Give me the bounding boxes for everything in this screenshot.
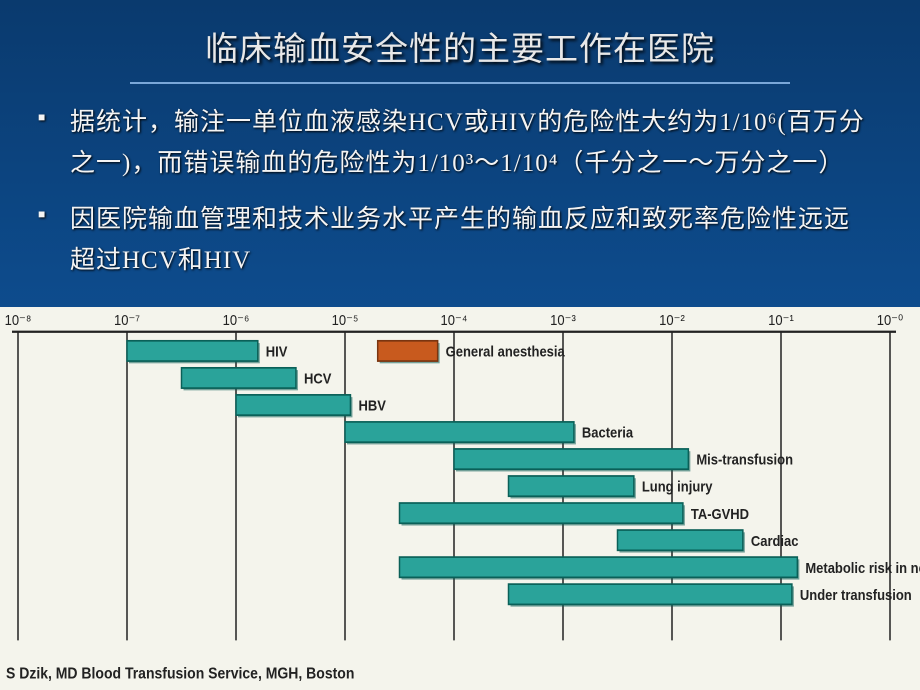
slide-title: 临床输血安全性的主要工作在医院: [0, 0, 920, 78]
svg-text:10⁻⁰: 10⁻⁰: [877, 311, 904, 328]
bar-label: Mis-transfusion: [696, 451, 793, 468]
bar-general-anesthesia: [378, 341, 438, 361]
bar-under-transfusion: [509, 584, 792, 604]
svg-text:10⁻²: 10⁻²: [659, 311, 685, 328]
bar-label: Lung injury: [642, 478, 713, 495]
chart-svg: 10⁻⁸ 10⁻⁷ 10⁻⁶ 10⁻⁵ 10⁻⁴ 10⁻³ 10⁻² 10⁻¹ 10⁻⁰ HIV G…: [0, 307, 920, 690]
bar-cardiac: [618, 530, 743, 550]
bullet-item: 因医院输血管理和技术业务水平产生的输血反应和致死率危险性远远超过HCV和HIV: [70, 199, 874, 282]
bar-label: Bacteria: [582, 424, 634, 441]
bar-hcv: [182, 368, 296, 388]
slide: 临床输血安全性的主要工作在医院 据统计，输注一单位血液感染HCV或HIV的危险性…: [0, 0, 920, 690]
svg-text:10⁻¹: 10⁻¹: [768, 311, 794, 328]
bar-hbv: [236, 395, 350, 415]
bar-label: HCV: [304, 370, 332, 387]
svg-text:10⁻⁵: 10⁻⁵: [332, 311, 359, 328]
svg-text:10⁻⁴: 10⁻⁴: [441, 311, 468, 328]
bar-label: HIV: [266, 343, 288, 360]
bar-bacteria: [345, 422, 574, 442]
bar-label: Cardiac: [751, 532, 799, 549]
bar-mis-transfusion: [454, 449, 688, 469]
chart-citation: S Dzik, MD Blood Transfusion Service, MG…: [6, 666, 354, 683]
bar-label: TA-GVHD: [691, 505, 749, 522]
bar-label: General anesthesia: [446, 343, 565, 360]
bar-lung-injury: [509, 476, 634, 496]
bullet-list: 据统计，输注一单位血液感染HCV或HIV的危险性大约为1/10⁶(百万分之一)，…: [0, 102, 920, 305]
bullet-item: 据统计，输注一单位血液感染HCV或HIV的危险性大约为1/10⁶(百万分之一)，…: [70, 102, 874, 185]
bar-label: Metabolic risk in neonates: [805, 559, 920, 576]
bar-hiv: [127, 341, 258, 361]
svg-text:10⁻³: 10⁻³: [550, 311, 576, 328]
risk-chart: 10⁻⁸ 10⁻⁷ 10⁻⁶ 10⁻⁵ 10⁻⁴ 10⁻³ 10⁻² 10⁻¹ 10⁻⁰ HIV G…: [0, 307, 920, 690]
bar-ta-gvhd: [400, 503, 683, 523]
bar-label: Under transfusion: [800, 586, 912, 603]
bar-metabolic-risk-in-neonates: [400, 557, 798, 577]
svg-text:10⁻⁷: 10⁻⁷: [114, 311, 140, 328]
title-underline: [130, 82, 790, 84]
svg-text:10⁻⁸: 10⁻⁸: [5, 311, 32, 328]
bar-label: HBV: [358, 397, 386, 414]
svg-text:10⁻⁶: 10⁻⁶: [223, 311, 250, 328]
